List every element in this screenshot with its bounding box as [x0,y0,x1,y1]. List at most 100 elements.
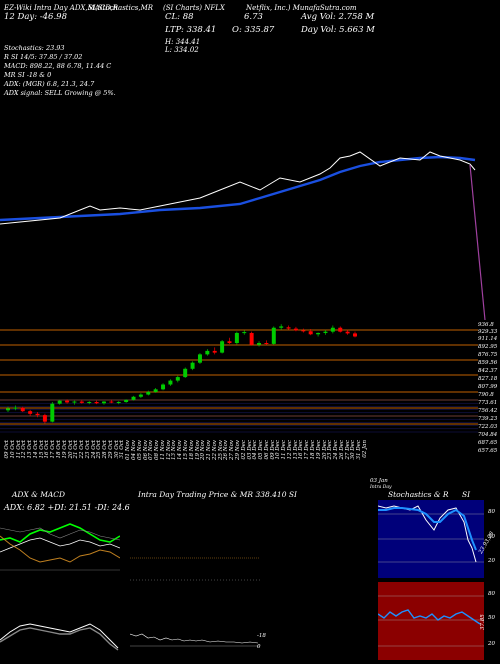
candle-up [13,407,18,409]
candle-up [271,327,276,344]
last-date-label: 03 Jan [370,478,388,484]
adx-macd-svg [0,500,121,660]
candle-up [220,341,225,353]
date-label: 14 Oct [32,440,39,459]
low-value: L: 334.02 [165,46,199,54]
header-line-a: EZ-Wiki Intra Day ADX,MACD,R [4,4,119,12]
candle-down [79,401,84,403]
date-label: 23 Oct [84,440,91,459]
mr-readout: MR SI -18 & 0 [4,71,52,79]
price-level-label: 657.65 [478,448,498,454]
candle-up [183,368,188,378]
stoch-tick-80: 80 [488,509,495,515]
candle-up [161,384,166,390]
rsi-tick-80: 80 [488,591,495,597]
date-label: 22 Nov [211,440,218,460]
stoch-tick-20: 20 [488,558,495,564]
price-level-label: 842.37 [478,368,498,374]
candle-up [197,354,202,363]
date-label: 10 Oct [9,440,16,459]
header-line-b: SI,Stochastics,MR [88,4,154,12]
candle-up [316,332,321,335]
price-level-label: 876.75 [478,352,498,358]
date-label: 26 Dec [338,440,345,460]
candle-up [175,377,180,381]
header-line-c: (SI Charts) NFLX [163,4,225,12]
price-level-label: 929.33 [478,329,498,335]
rsi-value: 37.85 [480,614,486,630]
candle-up [50,403,55,422]
candle-up [242,332,247,334]
price-level-label: 936.8 [478,322,494,328]
date-label: 19 Oct [61,440,68,459]
candle-up [131,396,136,400]
stoch-d-line [378,507,477,551]
candle-up [234,332,239,344]
candle-down [20,407,25,412]
price-level-label: 807.99 [478,384,498,390]
date-label: 11 Nov [159,440,166,460]
price-level-label: 756.42 [478,408,498,414]
adx-panel-title: ADX & MACD [12,490,66,499]
date-label: 05 Nov [136,440,143,460]
adx-readout: ADX: (MGR) 6.8, 21.3, 24.7 [4,80,95,88]
last-date-sub: Intra Day [370,485,392,490]
candle-up [87,401,92,403]
header-line-d: Netflix, Inc.) MunafaSutra.com [246,4,357,12]
main-price-chart [0,151,486,433]
rsi-readout: R SI 14/5: 37.85 / 37.02 [4,53,83,61]
candle-up [124,399,129,402]
candle-down [301,330,306,332]
candle-down [353,333,357,337]
macd-signal-line [0,627,119,651]
stoch-panel-title2: SI [462,490,471,499]
candle-up [205,350,210,355]
stoch-rsi-svg [377,500,484,660]
moving-average-line [0,155,476,222]
mr-line [129,633,259,644]
adx-line [0,537,121,553]
adx-values: ADX: 6.82 +DI: 21.51 -DI: 24.66 [4,503,135,512]
intraday-panel [129,500,268,660]
stoch-tick-50: 50 [488,534,495,540]
date-label: 18 Nov [188,440,195,460]
candle-down [109,401,114,403]
adx-signal: ADX signal: SELL Growing @ 5%. [4,89,116,97]
drop-line [469,164,486,321]
date-label: 06 Dec [263,440,270,460]
rsi-tick-50: 50 [488,615,495,621]
price-level-label: 704.84 [478,432,498,438]
intraday-svg [129,500,268,660]
plus-di-line [0,523,121,543]
price-level-label: 892.95 [478,344,498,350]
price-level-label: 790.8 [478,392,494,398]
candle-down [94,401,99,404]
rsi-tick-20: 20 [488,641,495,647]
candle-down [227,341,232,344]
intraday-val1: -18 [257,633,266,639]
candle-down [212,350,217,353]
price-level-label: 859.56 [478,360,498,366]
stoch-rsi-panel [377,500,500,660]
price-level-label: 687.65 [478,440,498,446]
candle-down [249,332,254,345]
candle-down [338,327,343,332]
intraday-panel-title: Intra Day Trading Price & MR 338.410 SI [138,490,297,499]
price-level-label: 739.23 [478,416,498,422]
candle-up [146,391,151,395]
open-value: O: 335.87 [232,25,275,35]
macd-readout: MACD: 898.22, 88 6.78, 11.44 C [4,62,112,70]
rsi-bg [378,582,484,660]
price-level-label: 827.18 [478,376,498,382]
candle-down [345,331,350,334]
change-value: 12 Day: -46.98 [4,12,67,22]
candle-up [168,380,173,385]
price-level-label: 773.61 [478,400,498,406]
adx-ref-line [0,527,121,541]
stochastics-readout: Stochastics: 23.93 [4,44,65,52]
stoch-panel-title: Stochastics & R [388,490,449,499]
candle-up [190,362,195,369]
candle-down [293,328,298,331]
candle-up [138,394,143,397]
date-label: 19 Dec [315,440,322,460]
